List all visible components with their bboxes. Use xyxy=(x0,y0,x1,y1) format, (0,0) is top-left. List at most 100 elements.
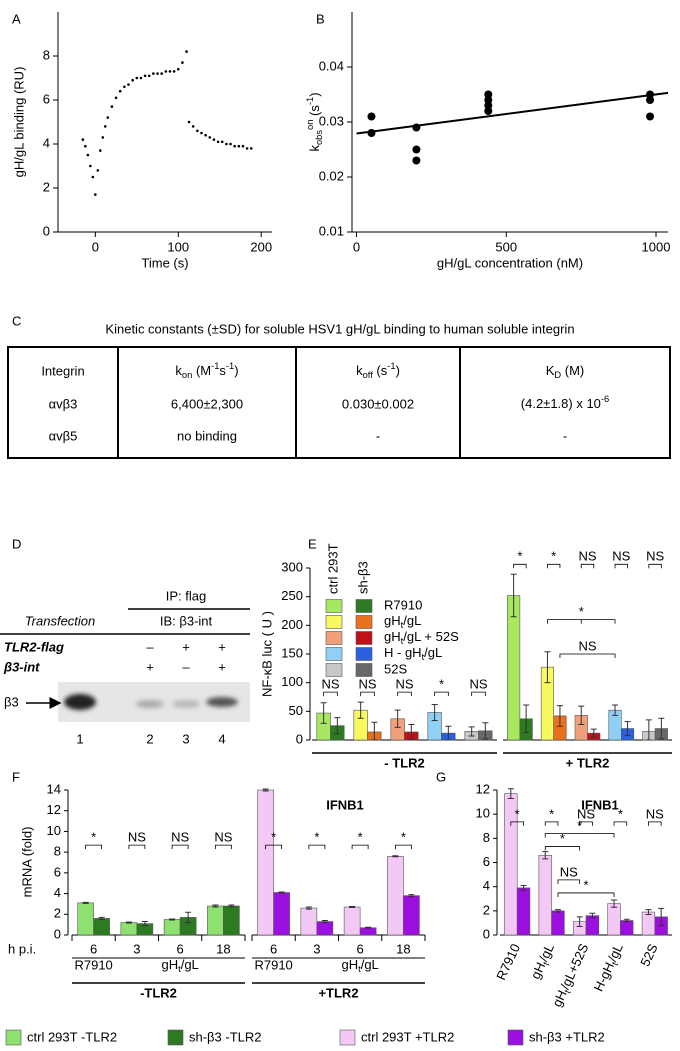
blot-sign: + xyxy=(146,659,154,674)
text-part: t xyxy=(401,620,404,630)
group-label: +TLR2 xyxy=(318,985,358,1000)
significance-label: * xyxy=(439,677,444,692)
table-header: koff (s-1) xyxy=(356,361,400,380)
data-point xyxy=(367,129,376,137)
y-tick-label: 6 xyxy=(43,91,50,106)
error-bar xyxy=(611,899,618,908)
data-point xyxy=(245,147,249,150)
data-point xyxy=(412,156,421,165)
x-tick-label: 0 xyxy=(353,239,360,254)
table-cell: (4.2±1.8) x 10-6 xyxy=(521,394,609,411)
data-point xyxy=(91,175,95,179)
legend-swatch xyxy=(355,647,373,661)
blot-ip: IP: flag xyxy=(166,588,206,603)
bar xyxy=(77,902,94,936)
data-point xyxy=(249,147,253,150)
text-part: -1 xyxy=(211,361,219,371)
y-tick-label: 12 xyxy=(47,802,61,817)
significance-label: NS xyxy=(171,830,189,845)
y-tick-label: 150 xyxy=(281,645,303,660)
panel-letter: B xyxy=(316,11,325,26)
table-cell: - xyxy=(376,428,380,443)
error-bar xyxy=(125,921,132,924)
error-bar xyxy=(624,721,631,736)
text-part: ) xyxy=(234,363,238,378)
error-bar xyxy=(589,912,596,919)
data-point xyxy=(103,125,107,128)
chart-title: IFNB1 xyxy=(581,797,619,812)
y-tick-label: 0.01 xyxy=(319,223,344,238)
text-part: /gL + 52S xyxy=(403,629,459,644)
significance-label: NS xyxy=(358,677,376,692)
y-tick-label: 100 xyxy=(281,674,303,689)
text-part: gH xyxy=(528,960,549,981)
data-point xyxy=(86,153,90,157)
y-tick-label: 0.04 xyxy=(319,58,344,73)
legend-label: sh-β3 -TLR2 xyxy=(189,1029,262,1044)
text-part: /gL+52S xyxy=(558,941,592,992)
table-cell: 0.030±0.002 xyxy=(342,396,414,411)
legend-swatch xyxy=(355,615,373,629)
significance-label: NS xyxy=(646,549,664,564)
significance-bracket xyxy=(544,846,581,851)
text-part: gH xyxy=(384,613,401,628)
bar xyxy=(620,920,634,936)
legend-swatch xyxy=(507,1029,524,1046)
error-bar xyxy=(365,926,372,929)
y-axis-label: gH/gL binding (RU) xyxy=(11,67,26,178)
x-tick-label: R7910 xyxy=(493,941,523,982)
data-point xyxy=(152,72,155,75)
text-part: -1 xyxy=(387,361,395,371)
data-point xyxy=(181,61,184,64)
error-bar xyxy=(349,906,356,909)
significance-label: NS xyxy=(577,806,595,821)
y-tick-label: 8 xyxy=(483,830,490,845)
significance-bracket xyxy=(579,821,593,826)
data-point xyxy=(367,112,376,121)
data-point xyxy=(143,74,147,78)
legend-swatch xyxy=(355,631,373,645)
text-part: (s xyxy=(307,105,322,120)
legend-swatch xyxy=(325,663,343,677)
bar xyxy=(343,906,361,936)
legend-swatch xyxy=(325,599,343,613)
x-tick-label: 100 xyxy=(167,239,189,254)
legend-swatch xyxy=(325,647,343,661)
significance-bracket xyxy=(128,844,146,850)
table-frame xyxy=(7,346,671,459)
data-point xyxy=(229,142,232,146)
data-point xyxy=(131,78,134,82)
bar xyxy=(257,789,274,936)
error-bar xyxy=(357,701,364,719)
error-bar xyxy=(445,725,452,741)
time-label: 6 xyxy=(177,941,184,956)
text-part: t xyxy=(358,964,361,974)
data-point xyxy=(99,149,102,152)
legend-label: ctrl 293T +TLR2 xyxy=(361,1029,454,1044)
legend-label: ctrl 293T -TLR2 xyxy=(27,1029,117,1044)
x-tick-label: 0 xyxy=(92,239,99,254)
significance-bracket xyxy=(648,821,662,826)
error-bar xyxy=(320,702,327,724)
data-point xyxy=(225,142,228,146)
x-tick-label: 200 xyxy=(250,239,272,254)
significance-bracket xyxy=(360,691,375,697)
bar xyxy=(516,887,531,936)
legend-header: ctrl 293T xyxy=(325,543,340,594)
x-axis-label: Time (s) xyxy=(141,255,188,270)
data-point xyxy=(110,105,114,108)
error-bar xyxy=(658,907,665,926)
lane-number: 1 xyxy=(76,731,83,746)
blot-band xyxy=(64,694,96,710)
bar xyxy=(273,892,290,936)
significance-label: * xyxy=(401,830,406,845)
error-bar xyxy=(141,921,148,927)
text-part: k xyxy=(175,363,182,378)
legend-swatch xyxy=(325,615,343,629)
data-point xyxy=(84,144,87,148)
text-part: on xyxy=(305,120,315,130)
data-point xyxy=(176,67,180,71)
y-tick-label: 0.03 xyxy=(319,113,344,128)
significance-bracket xyxy=(547,619,616,624)
